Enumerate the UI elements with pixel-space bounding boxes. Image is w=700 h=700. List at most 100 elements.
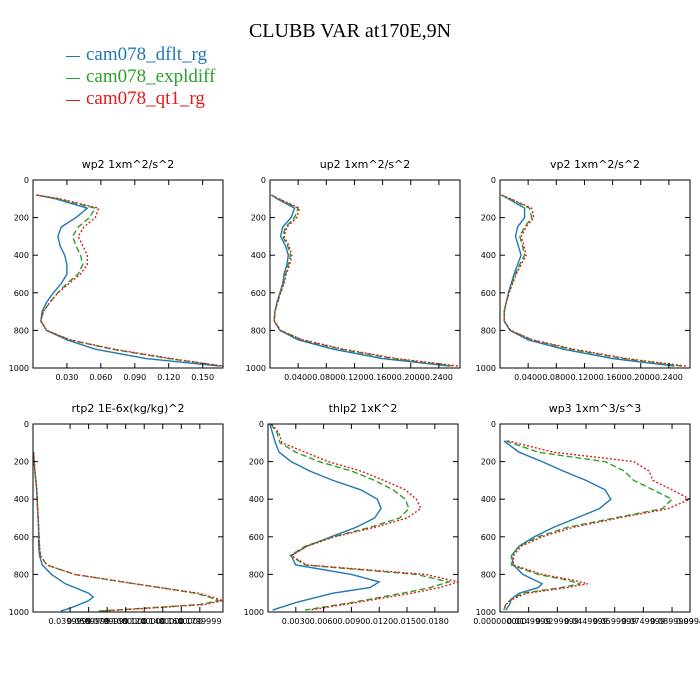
y-tick-label: 1000	[246, 364, 266, 373]
x-tick-label: 0.150	[191, 373, 214, 382]
y-tick-label: 0	[259, 420, 264, 429]
x-tick-label: 0.0799999	[86, 617, 129, 626]
x-tick-label: 0.030	[55, 373, 78, 382]
y-tick-label: 600	[14, 289, 29, 298]
series-line-2	[271, 194, 455, 367]
chart-panel-4: rtp2 1E-6x(kg/kg)^2 0 200 400 600 800 1000 0.03…	[9, 402, 224, 626]
chart-series-group	[501, 194, 687, 367]
y-tick-label: 200	[14, 214, 29, 223]
y-tick-label: 800	[481, 570, 496, 579]
x-tick-label: 0.060	[89, 373, 112, 382]
x-tick-label: 0.0599999	[67, 617, 110, 626]
x-tick-label: 0.120	[157, 373, 180, 382]
y-tick-label: 1000	[244, 608, 264, 617]
y-tick-label: 600	[481, 533, 496, 542]
x-tick-label: 0.0299999	[536, 617, 579, 626]
chart-title: wp2 1xm^2/s^2	[82, 158, 175, 171]
legend-swatch	[66, 77, 80, 79]
chart-panel-1: wp2 1xm^2/s^2 0 200 400 600 800 1000 0.030 0.060…	[9, 158, 224, 382]
x-tick-label: 0.0400	[284, 373, 312, 382]
y-tick-label: 200	[481, 214, 496, 223]
legend-swatch	[66, 99, 80, 101]
legend-item-expldiff: cam078_expldiff	[66, 66, 215, 88]
chart-title: vp2 1xm^2/s^2	[550, 158, 640, 171]
y-tick-label: 1000	[476, 364, 496, 373]
legend: cam078_dflt_rg cam078_expldiff cam078_qt…	[66, 44, 215, 110]
legend-swatch	[66, 55, 80, 57]
x-tick-label: 0.0399999	[48, 617, 91, 626]
x-tick-label: 0.2400	[425, 373, 453, 382]
series-line-3	[271, 194, 459, 367]
y-tick-label: 800	[481, 326, 496, 335]
chart-panel-2: up2 1xm^2/s^2 0 200 400 600 800 1000 0.0400 0.08…	[246, 158, 461, 382]
chart-panel-3: vp2 1xm^2/s^2 0 200 400 600 800 1000 0.0400 0.08…	[476, 158, 691, 382]
legend-label: cam078_qt1_rg	[86, 88, 205, 109]
y-tick-label: 1000	[9, 364, 29, 373]
x-tick-label: 0.2400	[655, 373, 683, 382]
legend-item-dflt: cam078_dflt_rg	[66, 44, 215, 66]
series-line-3	[36, 194, 223, 367]
y-tick-label: 1000	[9, 608, 29, 617]
series-line-2	[36, 194, 223, 367]
plot-frame	[269, 179, 461, 369]
series-line-3	[503, 440, 690, 611]
chart-panel-6: wp3 1xm^3/s^3 0 200 400 600 800 10000.00000000…	[473, 402, 700, 626]
y-tick-label: 800	[14, 326, 29, 335]
x-tick-label: 0.1000000	[104, 617, 147, 626]
y-tick-label: 400	[14, 495, 29, 504]
x-tick-label: 0.000000000	[473, 617, 526, 626]
y-tick-label: 0	[491, 420, 496, 429]
y-tick-label: 1000	[476, 608, 496, 617]
chart-title: up2 1xm^2/s^2	[320, 158, 411, 171]
chart-series-group	[36, 194, 223, 367]
series-line-2	[503, 440, 674, 611]
chart-panel-5: thlp2 1xK^2 0 200 400 600 800 1000 0.0030 0.0060…	[244, 402, 459, 626]
series-line-1	[271, 194, 450, 367]
y-tick-label: 200	[249, 458, 264, 467]
legend-label: cam078_expldiff	[86, 66, 216, 87]
x-tick-label: 0.0449999	[564, 617, 607, 626]
y-tick-label: 600	[251, 289, 266, 298]
plot-frame	[267, 423, 459, 613]
x-tick-label: 0.0994	[676, 617, 700, 626]
x-tick-label: 0.2000	[397, 373, 425, 382]
series-line-1	[501, 194, 675, 367]
y-tick-label: 0	[24, 420, 29, 429]
page-title: CLUBB VAR at170E,9N	[248, 20, 452, 42]
x-tick-label: 0.0060	[310, 617, 338, 626]
chart-title: rtp2 1E-6x(kg/kg)^2	[72, 402, 185, 415]
series-line-1	[503, 440, 612, 611]
x-tick-label: 0.1600000	[160, 617, 203, 626]
y-tick-label: 400	[251, 251, 266, 260]
x-tick-label: 0.0090	[337, 617, 365, 626]
y-tick-label: 200	[14, 458, 29, 467]
x-tick-label: 0.090	[123, 373, 146, 382]
series-line-1	[36, 194, 220, 367]
chart-series-group	[33, 452, 223, 612]
y-tick-label: 200	[251, 214, 266, 223]
y-tick-label: 200	[481, 458, 496, 467]
y-tick-label: 400	[481, 251, 496, 260]
x-tick-label: 0.1799999	[178, 617, 221, 626]
y-tick-label: 600	[14, 533, 29, 542]
x-tick-label: 0.0030	[282, 617, 310, 626]
legend-item-qt1: cam078_qt1_rg	[66, 88, 215, 110]
y-tick-label: 400	[481, 495, 496, 504]
x-tick-label: 0.0150	[393, 617, 421, 626]
chart-title: thlp2 1xK^2	[329, 402, 398, 415]
x-tick-label: 0.0149999	[507, 617, 550, 626]
y-tick-label: 0	[261, 176, 266, 185]
series-line-3	[271, 424, 458, 611]
y-tick-label: 400	[14, 251, 29, 260]
x-tick-label: 0.0400	[514, 373, 542, 382]
y-tick-label: 0	[491, 176, 496, 185]
plot-frame	[499, 179, 691, 369]
y-tick-label: 400	[249, 495, 264, 504]
chart-title: wp3 1xm^3/s^3	[549, 402, 642, 415]
y-tick-label: 800	[251, 326, 266, 335]
x-tick-label: 0.1200	[340, 373, 368, 382]
plot-frame	[499, 423, 691, 613]
x-tick-label: 0.0899999	[650, 617, 693, 626]
chart-series-group	[271, 194, 459, 367]
